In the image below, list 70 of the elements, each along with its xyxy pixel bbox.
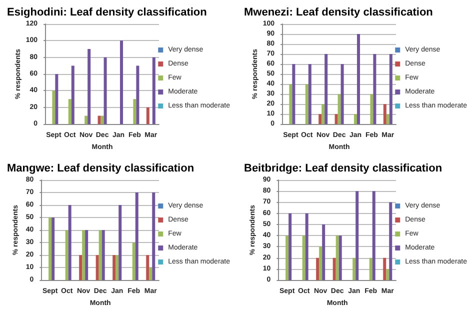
bar [336,236,339,280]
bar [352,258,356,280]
bar [370,94,374,124]
bar [132,242,136,280]
chart-title: Mangwe: Leaf density classification [7,162,194,174]
bar [71,66,74,124]
bar [146,255,150,280]
bar [322,224,326,280]
bar [316,258,320,280]
bar [104,57,107,124]
bar [152,192,156,280]
bar [116,255,119,280]
bar [85,230,88,280]
bar [88,49,91,124]
bar [383,258,386,280]
bar [79,255,82,280]
bar [302,236,306,280]
bar [120,40,123,124]
bar [102,230,105,280]
bar [389,202,392,280]
bar [338,236,342,280]
bar [340,64,344,124]
bar [68,99,72,124]
chart-title: Beitbridge: Leaf density classification [244,162,442,174]
bar [136,66,140,124]
bar [373,54,376,124]
bar [98,116,101,124]
bar [100,116,104,124]
bar [288,213,292,280]
bar [324,54,328,124]
bar [146,107,150,124]
bar [52,218,55,280]
bar [308,64,312,124]
bar [369,258,372,280]
bar [372,191,376,280]
chart-title: Mwenezi: Leaf density classification [244,6,434,18]
bar [383,104,386,124]
bar [55,74,58,124]
bar [332,258,336,280]
bar [354,114,357,124]
bar [65,230,68,280]
bar [292,64,296,124]
bar [334,114,338,124]
bar [133,99,136,124]
bar [52,90,56,124]
bar [48,218,52,280]
bar [96,255,99,280]
bar [305,84,308,124]
bar [305,213,308,280]
bar [112,255,116,280]
bar [135,192,138,280]
bar [84,116,88,124]
bar [322,104,325,124]
bar [68,205,72,280]
bar [118,205,122,280]
bar [98,230,102,280]
bar [386,268,390,280]
bar [356,34,360,124]
bar [386,114,390,124]
bar [82,230,86,280]
bar [149,268,152,280]
chart-title: Esighodini: Leaf density classification [7,6,208,18]
bar [318,114,322,124]
bar [152,57,156,124]
bar [319,246,322,280]
bar [356,191,359,280]
bar [338,94,341,124]
bar [286,236,289,280]
bar [389,54,392,124]
bar [289,84,292,124]
